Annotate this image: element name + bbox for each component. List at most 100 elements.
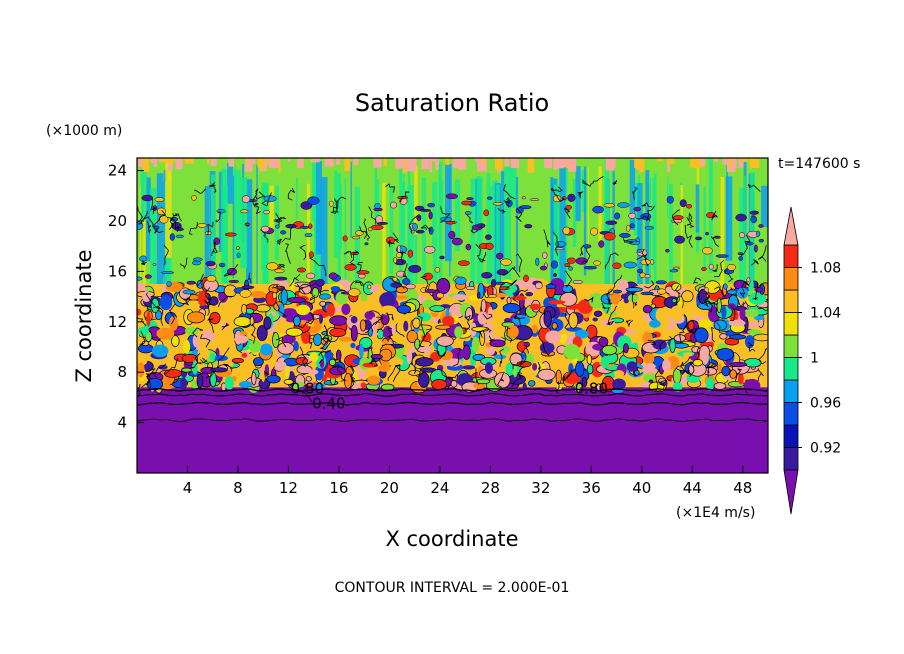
mixed-patch [717, 363, 722, 374]
mixed-patch [670, 305, 684, 322]
contour-line [309, 257, 327, 277]
scatter-patch [637, 268, 643, 274]
scatter-patch [701, 247, 713, 255]
scatter-patch [568, 266, 574, 271]
plot-frame [136, 157, 769, 474]
contour-line [502, 280, 517, 285]
contour-line [734, 368, 743, 382]
contour-line [164, 357, 179, 375]
top-band-patch [722, 158, 727, 165]
x-tick-label: 32 [531, 479, 550, 497]
upper-streak [142, 179, 146, 311]
mixed-patch [436, 278, 451, 295]
upper-streak [476, 176, 483, 294]
mixed-patch [721, 365, 731, 377]
scatter-patch [445, 193, 458, 200]
mixed-patch [692, 315, 705, 320]
contour-line [199, 333, 211, 348]
contour-line [475, 368, 480, 385]
top-band-patch [247, 158, 250, 167]
upper-streak [440, 181, 444, 224]
scatter-patch [412, 222, 418, 231]
colorbar-tick-label: 1 [810, 351, 819, 367]
mixed-patch [545, 330, 562, 344]
mixed-patch [239, 331, 248, 336]
scatter-patch [427, 203, 436, 208]
mixed-patch [598, 336, 609, 347]
mixed-patch [377, 364, 391, 372]
contour-line [612, 180, 618, 185]
contour-value-label: 0.80 [575, 380, 608, 398]
scatter-patch [370, 224, 384, 230]
scatter-patch [315, 278, 325, 287]
contour-line [137, 392, 768, 397]
y-axis-title: Z coordinate [72, 249, 96, 382]
contour-line [711, 210, 719, 221]
scatter-patch [542, 251, 548, 259]
x-tick-label: 40 [632, 479, 651, 497]
contour-line [359, 226, 371, 241]
scatter-patch [598, 240, 605, 248]
scatter-patch [612, 262, 622, 269]
scatter-patch [644, 226, 654, 230]
upper-streak [720, 176, 725, 325]
scatter-patch [657, 288, 667, 295]
scatter-patch [553, 273, 557, 277]
contour-line [514, 207, 523, 223]
mixed-patch [370, 316, 379, 331]
scatter-patch [476, 291, 481, 299]
scatter-patch [496, 252, 504, 260]
scatter-patch [492, 202, 503, 206]
top-band-patch [475, 158, 482, 163]
contour-line [221, 322, 230, 331]
scatter-patch [738, 255, 744, 261]
contour-line [197, 357, 208, 365]
contour-line [512, 361, 525, 370]
contour-line [758, 245, 767, 262]
top-band-patch [344, 158, 351, 171]
top-band-patch [184, 158, 194, 164]
mixed-patch [600, 355, 610, 369]
mixed-patch [313, 333, 323, 346]
y-axis: 4 8 12 16 20 24 [108, 162, 144, 432]
upper-streak [637, 182, 643, 332]
scatter-patch [407, 249, 414, 258]
top-band-patch [457, 158, 467, 170]
scatter-patch [144, 274, 152, 279]
mixed-patch [671, 298, 677, 303]
scatter-patch [487, 294, 497, 298]
mixed-patch [164, 369, 182, 379]
mixed-patch [311, 287, 320, 298]
contour-line [208, 183, 217, 193]
upper-streak [211, 174, 216, 300]
top-band-patch [167, 158, 173, 172]
mixed-patch [626, 361, 638, 372]
mixed-patch [156, 327, 175, 340]
scatter-patch [174, 227, 184, 232]
colorbar-swatch [783, 357, 799, 381]
scatter-patch [374, 203, 381, 209]
upper-streak [725, 176, 733, 261]
scatter-patch [241, 195, 251, 203]
contour-line [137, 401, 768, 406]
mixed-patch [137, 362, 145, 378]
contour-line [537, 361, 543, 373]
contour-line [252, 188, 259, 208]
contour-line [506, 326, 513, 343]
mixed-patch [249, 316, 255, 327]
contour-line [543, 229, 551, 248]
mixed-patch [234, 334, 249, 344]
colorbar-max-arrow [783, 206, 799, 246]
scatter-patch [266, 262, 279, 271]
colorbar-tick-label: 1.08 [810, 261, 841, 277]
mixed-patch [627, 294, 639, 303]
scatter-patch [397, 245, 402, 253]
contour-line [591, 176, 604, 185]
mixed-patch [158, 364, 168, 370]
scatter-patch [592, 205, 605, 214]
contour-line [363, 218, 368, 240]
mixed-patch [623, 343, 629, 354]
contour-line [336, 363, 347, 382]
scatter-patch [758, 238, 764, 243]
contour-line [452, 347, 462, 367]
